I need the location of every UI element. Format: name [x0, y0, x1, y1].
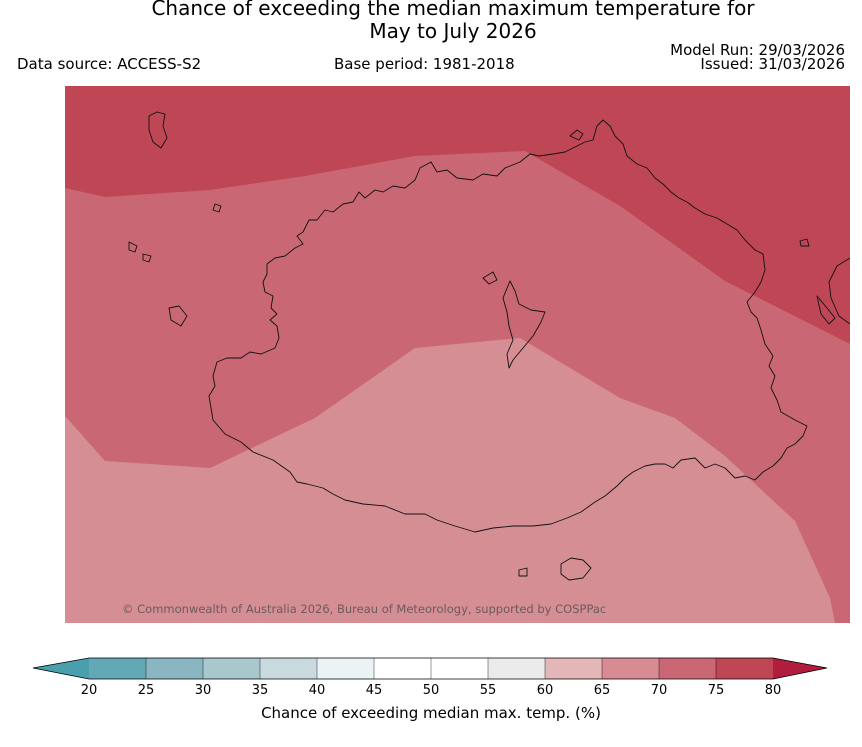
map-svg [65, 86, 850, 623]
colorbar-segment [716, 658, 774, 679]
title-line-2: May to July 2026 [369, 19, 537, 43]
colorbar-tick-label: 60 [536, 683, 554, 698]
map-title: Chance of exceeding the median maximum t… [0, 0, 862, 43]
colorbar [32, 657, 828, 680]
colorbar-segment [260, 658, 318, 679]
colorbar-tick-label: 35 [251, 683, 269, 698]
data-source: Data source: ACCESS-S2 [17, 55, 202, 73]
map-area: © Commonwealth of Australia 2026, Bureau… [65, 86, 850, 623]
colorbar-tick-label: 30 [194, 683, 212, 698]
colorbar-label: Chance of exceeding median max. temp. (%… [261, 704, 601, 722]
colorbar-tick-label: 70 [650, 683, 668, 698]
colorbar-segments [89, 658, 774, 679]
colorbar-tick-label: 80 [764, 683, 782, 698]
colorbar-tick-label: 65 [593, 683, 611, 698]
colorbar-segment [602, 658, 660, 679]
colorbar-segment [203, 658, 261, 679]
colorbar-segment [545, 658, 603, 679]
issued-date: Issued: 31/03/2026 [700, 55, 845, 73]
colorbar-segment [431, 658, 489, 679]
colorbar-under-triangle [33, 658, 89, 679]
colorbar-outline [32, 657, 828, 680]
base-period: Base period: 1981-2018 [334, 55, 515, 73]
colorbar-tick-label: 75 [707, 683, 725, 698]
colorbar-tick-label: 45 [365, 683, 383, 698]
colorbar-segment [374, 658, 432, 679]
zone-65-70 [65, 338, 835, 623]
title-line-1: Chance of exceeding the median maximum t… [151, 0, 755, 20]
colorbar-segment [146, 658, 204, 679]
colorbar-segment [89, 658, 147, 679]
colorbar-tick-label: 55 [479, 683, 497, 698]
colorbar-segment [659, 658, 717, 679]
colorbar-segment [317, 658, 375, 679]
colorbar-tick-label: 40 [308, 683, 326, 698]
colorbar-tick-label: 20 [80, 683, 98, 698]
model-run: Model Run: 29/03/2026 [670, 41, 845, 59]
colorbar-over-triangle [773, 658, 827, 679]
colorbar-segment [488, 658, 546, 679]
colorbar-tick-label: 50 [422, 683, 440, 698]
coastline [128, 111, 850, 581]
colorbar-tick-label: 25 [137, 683, 155, 698]
copyright-notice: © Commonwealth of Australia 2026, Bureau… [122, 602, 607, 616]
